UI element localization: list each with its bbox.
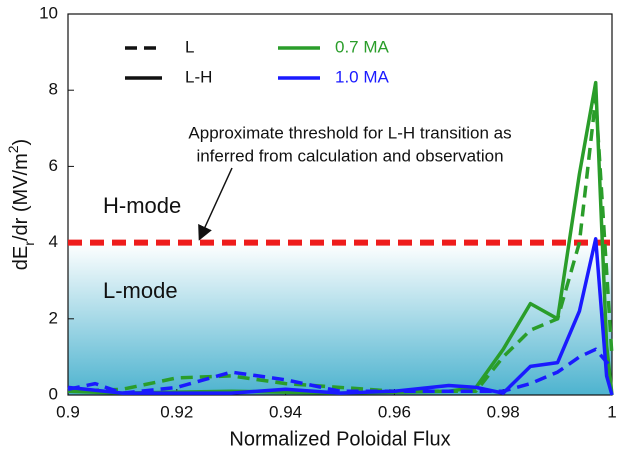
annotation: inferred from calculation and observatio… [196,146,503,165]
legend-label: 1.0 MA [335,67,390,86]
x-tick-label: 1 [607,402,616,421]
y-tick-label: 0 [49,384,58,403]
arrow [198,167,233,241]
y-axis-label: dEr/dr (MV/m2) [5,139,37,270]
legend-label: L [185,37,194,56]
x-tick-label: 0.94 [269,402,302,421]
y-axis-label-part: /dr (MV/m [10,153,32,241]
x-tick-label: 0.9 [56,402,80,421]
y-tick-label: 10 [39,3,58,22]
x-axis-label: Normalized Poloidal Flux [229,428,450,450]
series-line [67,96,614,393]
region-label: L-mode [103,278,178,303]
y-tick-label: 4 [49,232,58,251]
x-tick-label: 0.92 [160,402,193,421]
region-label: H-mode [103,193,181,218]
legend-label: L-H [185,67,212,86]
y-tick-label: 6 [49,156,58,175]
x-tick-label: 0.96 [378,402,411,421]
series-line [67,80,614,396]
y-tick-label: 8 [49,80,58,99]
axes-frame [67,13,613,396]
legend-label: 0.7 MA [335,37,390,56]
x-tick-label: 0.98 [487,402,520,421]
y-axis-label-part: ) [10,139,32,146]
l-mode-region [68,242,612,395]
y-tick-label: 2 [49,308,58,327]
y-axis-label-part: 2 [5,145,21,153]
plot [67,80,614,396]
y-axis-label-part: dE [10,246,32,270]
y-axis-label-part: r [21,241,37,246]
series-line [67,237,614,396]
annotation: Approximate threshold for L-H transition… [188,123,511,142]
